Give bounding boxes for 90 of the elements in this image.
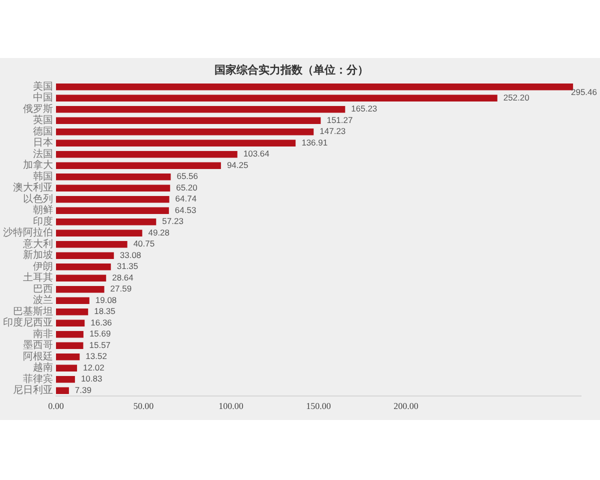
bar xyxy=(56,83,574,90)
data-label: 28.64 xyxy=(112,272,134,282)
bar xyxy=(56,117,321,124)
data-label: 33.08 xyxy=(120,250,142,260)
bar xyxy=(56,286,104,293)
data-label: 103.64 xyxy=(243,148,270,159)
y-tick-label: 意大利 xyxy=(22,238,53,250)
bar xyxy=(56,140,296,146)
chart-title: 国家综合实力指数（单位：分） xyxy=(214,63,368,76)
y-tick-label: 阿根廷 xyxy=(23,350,53,362)
data-label: 64.53 xyxy=(174,204,196,215)
bar xyxy=(56,106,346,113)
y-tick-label: 日本 xyxy=(33,136,53,149)
data-label: 252.20 xyxy=(503,92,530,102)
y-tick-label: 印度 xyxy=(33,215,53,228)
bar xyxy=(56,308,88,316)
y-tick-label: 以色列 xyxy=(23,192,53,205)
bar xyxy=(56,218,156,226)
y-tick-label: 墨西哥 xyxy=(23,340,53,352)
x-tick-label: 50.00 xyxy=(133,400,154,411)
data-label: 57.23 xyxy=(162,216,184,226)
x-tick-label: 200.00 xyxy=(394,400,419,411)
data-label: 10.83 xyxy=(80,374,102,384)
bar xyxy=(56,297,90,304)
bar xyxy=(56,196,170,203)
data-label: 27.59 xyxy=(110,284,132,294)
y-tick-label: 德国 xyxy=(33,126,53,138)
bar xyxy=(56,342,84,349)
data-label: 151.27 xyxy=(326,114,353,125)
bar xyxy=(56,376,75,383)
data-label: 147.23 xyxy=(320,126,346,136)
bar xyxy=(56,150,238,158)
data-label: 12.02 xyxy=(83,362,105,372)
y-tick-label: 印度尼西亚 xyxy=(3,316,53,329)
y-tick-label: 南非 xyxy=(33,328,53,340)
y-tick-label: 沙特阿拉伯 xyxy=(3,226,53,239)
bar xyxy=(56,240,128,248)
data-label: 295.46 xyxy=(571,87,598,98)
y-tick-label: 英国 xyxy=(33,114,53,126)
data-label: 18.35 xyxy=(94,306,116,316)
y-tick-label: 澳大利亚 xyxy=(13,182,53,194)
y-tick-label: 新加坡 xyxy=(23,249,53,262)
y-tick-label: 波兰 xyxy=(33,294,53,306)
y-tick-label: 巴基斯坦 xyxy=(13,305,53,318)
bar xyxy=(56,230,142,236)
bar xyxy=(56,128,314,136)
y-tick-label: 加拿大 xyxy=(23,159,53,172)
data-label: 15.57 xyxy=(89,340,111,350)
data-label: 94.25 xyxy=(226,160,248,170)
bar xyxy=(56,94,498,102)
y-tick-label: 尼日利亚 xyxy=(13,384,53,396)
x-tick-label: 100.00 xyxy=(218,400,244,411)
y-tick-label: 法国 xyxy=(33,148,53,160)
bar xyxy=(56,387,69,394)
y-tick-label: 俄罗斯 xyxy=(23,102,53,115)
data-label: 65.56 xyxy=(176,171,198,182)
data-label: 49.28 xyxy=(148,227,170,238)
data-label: 40.75 xyxy=(133,238,155,249)
y-tick-label: 美国 xyxy=(33,80,53,92)
y-tick-label: 伊朗 xyxy=(33,260,53,272)
bar xyxy=(56,162,221,169)
bar xyxy=(56,184,170,192)
bar xyxy=(56,353,80,360)
data-label: 136.91 xyxy=(302,137,328,148)
y-tick-label: 土耳其 xyxy=(23,272,53,284)
data-label: 16.36 xyxy=(90,317,112,328)
bar xyxy=(56,274,106,282)
data-label: 165.23 xyxy=(351,104,378,114)
bar xyxy=(56,330,84,338)
data-label: 65.20 xyxy=(176,182,198,192)
bar xyxy=(56,364,78,372)
bar xyxy=(56,173,171,180)
data-label: 7.39 xyxy=(74,384,92,395)
data-label: 64.74 xyxy=(175,194,197,204)
x-tick-label: 0.00 xyxy=(48,400,64,411)
y-tick-label: 越南 xyxy=(33,362,53,374)
y-tick-label: 韩国 xyxy=(33,170,53,182)
data-label: 31.35 xyxy=(116,261,138,272)
bar xyxy=(56,207,169,214)
data-label: 15.69 xyxy=(89,328,111,339)
x-tick-label: 150.00 xyxy=(306,400,332,411)
data-label: 13.52 xyxy=(86,351,108,362)
y-tick-label: 巴西 xyxy=(33,284,53,295)
bar xyxy=(56,263,111,270)
y-tick-label: 中国 xyxy=(33,92,53,104)
bar xyxy=(56,320,85,326)
y-tick-label: 朝鲜 xyxy=(33,204,53,216)
bar xyxy=(56,252,114,259)
data-label: 19.08 xyxy=(95,294,117,305)
y-tick-label: 菲律宾 xyxy=(23,372,53,385)
